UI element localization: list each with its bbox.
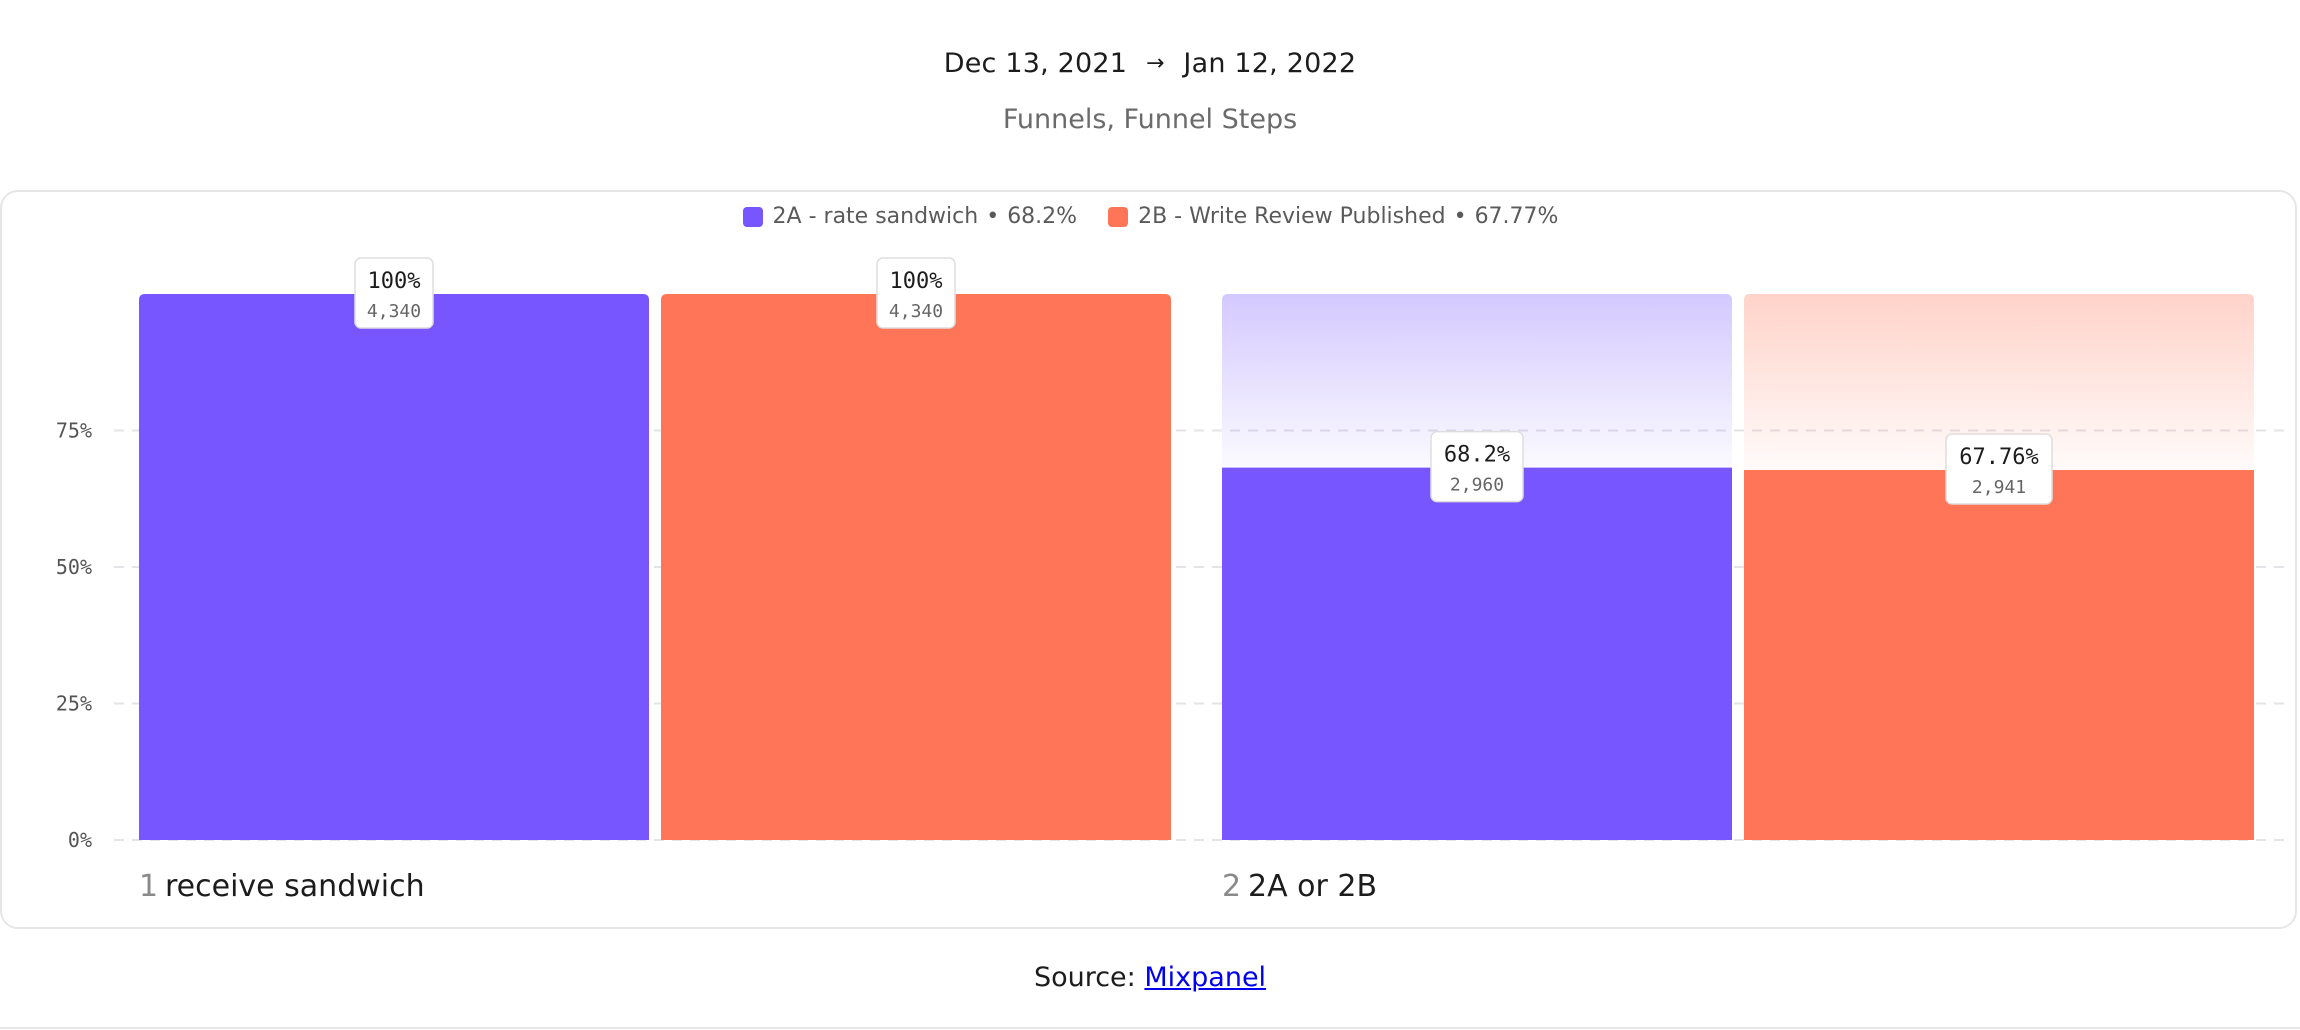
value-label-percent: 68.2% (1444, 443, 1510, 468)
funnel-chart: 0% 25% 50% 75% 100% 4,340 100% 4,340 1 receive sa… (56, 257, 2287, 904)
legend-swatch-2a (742, 206, 763, 227)
legend: 2A - rate sandwich • 68.2% 2B - Write Re… (2, 204, 2299, 233)
value-label-box (876, 257, 956, 329)
value-label-percent: 67.76% (1959, 445, 2038, 470)
step-name: 2A or 2B (1248, 869, 1377, 904)
legend-summary-2a: 68.2% (1007, 204, 1078, 229)
step-name: receive sandwich (165, 869, 425, 904)
date-end: Jan 12, 2022 (1183, 48, 1357, 79)
value-label-count: 4,340 (889, 301, 943, 322)
chart-card: 2A - rate sandwich • 68.2% 2B - Write Re… (0, 190, 2297, 929)
dropoff-area[interactable] (1744, 294, 2254, 471)
legend-item-2a[interactable]: 2A - rate sandwich • 68.2% (742, 204, 1078, 229)
date-range[interactable]: Dec 13, 2021 → Jan 12, 2022 (0, 48, 2300, 79)
value-label-count: 2,960 (1450, 475, 1504, 496)
legend-separator: • (1453, 204, 1467, 229)
source-line: Source: Mixpanel (0, 962, 2300, 993)
chart-header: Dec 13, 2021 → Jan 12, 2022 Funnels, Fun… (0, 0, 2300, 190)
legend-swatch-2b (1108, 206, 1129, 227)
bottom-divider (0, 1027, 2300, 1029)
step-number: 1 (139, 869, 158, 904)
step-number: 2 (1222, 869, 1241, 904)
legend-item-2b[interactable]: 2B - Write Review Published • 67.77% (1108, 204, 1558, 229)
value-label-count: 4,340 (367, 301, 421, 322)
source-prefix: Source: (1033, 962, 1136, 993)
dropoff-area[interactable] (1222, 294, 1732, 468)
legend-label-2b: 2B - Write Review Published (1138, 204, 1446, 229)
legend-summary-2b: 67.77% (1474, 204, 1559, 229)
value-label-count: 2,941 (1972, 477, 2026, 498)
bar-2a-step-2[interactable] (1222, 467, 1732, 840)
legend-label-2a: 2A - rate sandwich (772, 204, 979, 229)
bar-2b-step-1[interactable] (661, 294, 1171, 840)
bar-2b-step-2[interactable] (1744, 470, 2254, 840)
value-label-box (354, 257, 434, 329)
value-label-percent: 100% (890, 269, 943, 294)
y-tick-label: 50% (56, 555, 92, 579)
value-label-box (1945, 433, 2053, 505)
bar-2a-step-1[interactable] (139, 294, 649, 840)
date-start: Dec 13, 2021 (943, 48, 1128, 79)
y-tick-label: 75% (56, 419, 92, 443)
report-type: Funnels, Funnel Steps (1002, 104, 1298, 135)
value-label-box (1430, 430, 1524, 503)
legend-separator: • (986, 204, 1000, 229)
source-link[interactable]: Mixpanel (1144, 962, 1267, 993)
y-tick-label: 0% (68, 828, 92, 852)
y-tick-label: 25% (56, 692, 92, 716)
arrow-right-icon: → (1145, 51, 1165, 76)
value-label-percent: 100% (368, 269, 421, 294)
